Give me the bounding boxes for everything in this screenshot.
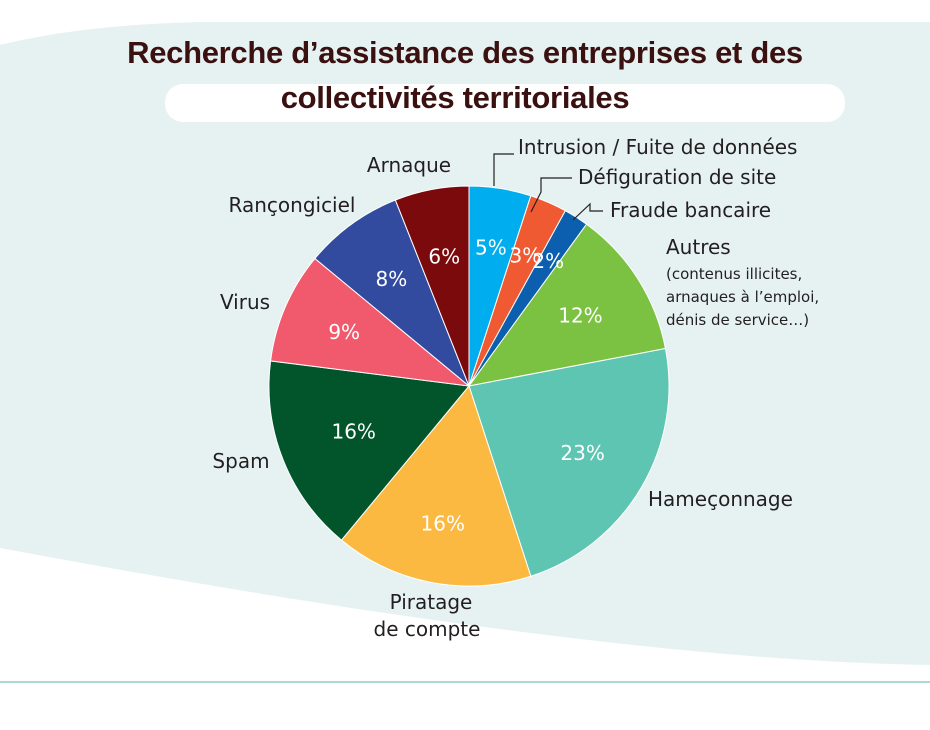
category-sublabel-autres-2: arnaques à l’emploi, [666,288,819,306]
pie-slice-piratage-de-compte [340,384,532,587]
percent-label-hameconnage: 23% [560,441,604,465]
pie-slice-arnaque [394,185,470,387]
percent-label-autres: 12% [558,303,602,327]
percent-label-spam: 16% [331,420,375,444]
percent-label-virus: 9% [328,320,360,344]
leader-line-fraude-bancaire [572,202,603,221]
category-sublabel-autres-1: (contenus illicites, [666,265,802,283]
category-label-intrusion-fuite-de-donnees: Intrusion / Fuite de données [518,135,797,159]
percent-label-intrusion-fuite-de-donnees: 5% [475,236,507,260]
percent-label-fraude-bancaire: 2% [532,249,564,273]
pie-slice-autres [467,223,667,387]
leader-line-intrusion-fuite-de-donnees [493,153,514,186]
category-label-rancongiciel: Rançongiciel [229,193,356,217]
category-sublabel-autres-3: dénis de service…) [666,311,809,329]
category-labels: Intrusion / Fuite de données Défiguration… [212,135,819,641]
leader-line-defiguration-de-site [530,177,572,213]
category-label-virus: Virus [220,290,270,314]
percent-label-piratage-de-compte: 16% [421,512,465,536]
category-label-defiguration-de-site: Défiguration de site [578,165,776,189]
category-label-autres: Autres [666,235,731,259]
percent-label-defiguration-de-site: 3% [510,244,542,268]
title-highlight [165,84,845,122]
pie-slice-rancongiciel [314,199,470,387]
category-label-arnaque: Arnaque [367,153,451,177]
pie-slices [268,185,670,587]
chart-title-line-2: collectivités territoriales [280,80,630,115]
pie-slice-hameconnage [468,347,670,577]
category-label-fraude-bancaire: Fraude bancaire [610,198,771,222]
category-label-piratage-de-compte: Piratage [390,590,473,614]
pie-slice-spam [268,360,470,541]
percent-label-rancongiciel: 8% [376,267,408,291]
category-sublabel-piratage-de-compte-1: de compte [374,617,481,641]
leader-lines [493,153,603,221]
pie-slice-virus [270,257,471,387]
percent-label-arnaque: 6% [428,244,460,268]
category-label-spam: Spam [212,449,269,473]
percent-labels: 5% 3%2% 12% 23% 16% 16% 9% 8% 6% [328,236,605,536]
chart-title-line-1: Recherche d’assistance des entreprises e… [127,35,803,70]
category-label-hameconnage: Hameçonnage [648,487,793,511]
